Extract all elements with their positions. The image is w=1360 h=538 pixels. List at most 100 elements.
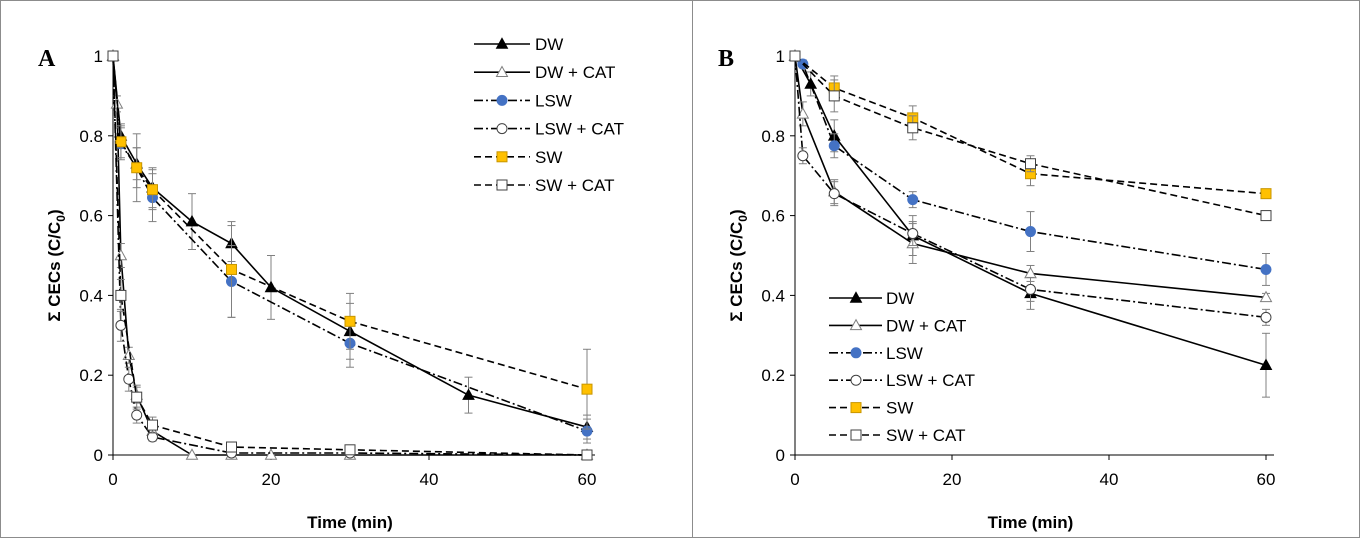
x-tick-label: 20 — [943, 470, 962, 489]
legend-label: SW + CAT — [886, 426, 966, 445]
panel-divider — [692, 0, 693, 538]
series-sw — [107, 50, 593, 430]
data-point — [462, 388, 475, 400]
series-lsw-cat — [107, 50, 593, 461]
data-point — [907, 228, 919, 240]
legend-label: SW + CAT — [535, 176, 615, 195]
y-axis-title-close: ) — [727, 209, 746, 215]
data-point — [804, 77, 818, 89]
series-line — [112, 55, 588, 428]
legend: DW DW + CAT LSW LSW + CAT SW SW + CAT — [474, 35, 624, 195]
data-point — [1259, 290, 1273, 303]
data-point — [1259, 358, 1273, 370]
series-dw-cat — [106, 49, 594, 460]
y-axis-title-close: ) — [45, 209, 64, 215]
data-point — [1260, 311, 1272, 323]
series-line — [112, 55, 588, 432]
x-tick-label: 60 — [1257, 470, 1276, 489]
series-dw — [106, 49, 594, 440]
y-tick-label: 0.6 — [79, 207, 103, 226]
y-tick-label: 0.2 — [761, 366, 785, 385]
y-tick-label: 0 — [776, 446, 785, 465]
chart-panel-b: B 0 0.2 0.4 0.6 0.8 1 0 20 40 60 Time (min) Σ CECs (… — [718, 46, 1275, 532]
y-tick-label: 0.2 — [79, 366, 103, 385]
x-tick-label: 40 — [1100, 470, 1119, 489]
legend-marker — [496, 123, 508, 135]
data-point — [344, 315, 356, 327]
data-point — [131, 409, 143, 421]
data-point — [797, 150, 809, 162]
legend-marker — [496, 179, 508, 191]
data-point — [131, 391, 143, 403]
series-line — [112, 55, 588, 456]
legend-label: DW — [886, 289, 914, 308]
data-point — [123, 373, 135, 385]
legend-label: LSW + CAT — [535, 120, 624, 139]
series-lsw-cat — [789, 50, 1272, 326]
series-line — [112, 55, 588, 456]
series-sw-cat — [789, 50, 1272, 222]
legend-label: LSW — [535, 91, 572, 110]
x-tick-label: 40 — [420, 470, 439, 489]
legend-label: DW + CAT — [535, 63, 615, 82]
y-tick-label: 0.4 — [761, 286, 785, 305]
y-tick-label: 0.8 — [79, 127, 103, 146]
x-tick-label: 0 — [790, 470, 799, 489]
legend-label: SW — [535, 148, 562, 167]
data-point — [907, 194, 919, 206]
y-tick-label: 1 — [94, 47, 103, 66]
data-point — [185, 214, 199, 227]
legend-marker — [496, 94, 508, 106]
legend-label: LSW — [886, 344, 923, 363]
data-point — [1260, 263, 1272, 275]
panel-label: A — [38, 46, 56, 72]
x-axis-title: Time (min) — [988, 513, 1074, 532]
series-line — [794, 55, 1267, 217]
y-tick-label: 0.8 — [761, 127, 785, 146]
series-line — [794, 55, 1267, 319]
legend-label: DW + CAT — [886, 316, 966, 335]
data-point — [828, 188, 840, 200]
y-tick-label: 0.6 — [761, 207, 785, 226]
data-point — [131, 162, 143, 174]
legend-marker — [495, 65, 509, 77]
series-sw-cat — [107, 50, 593, 461]
y-axis-title: Σ CECs (C/C0) — [727, 209, 750, 321]
series-line — [794, 55, 1267, 299]
legend-marker — [850, 347, 862, 359]
series-line — [794, 55, 1267, 366]
data-point — [907, 122, 919, 134]
data-point — [226, 441, 237, 453]
data-point — [147, 419, 158, 431]
x-axis-title: Time (min) — [307, 513, 393, 532]
data-point — [581, 449, 593, 461]
x-tick-label: 0 — [108, 470, 117, 489]
data-point — [828, 140, 840, 152]
data-point — [828, 90, 840, 102]
legend-label: SW — [886, 399, 913, 418]
legend-marker — [850, 429, 862, 441]
legend-label: DW — [535, 35, 563, 54]
data-point — [147, 184, 158, 196]
series-sw — [789, 50, 1272, 200]
legend: DW DW + CAT LSW LSW + CAT SW SW + CAT — [829, 289, 975, 445]
y-tick-label: 0 — [94, 446, 103, 465]
data-point — [1260, 210, 1272, 222]
data-point — [344, 444, 356, 456]
chart-panel-a: A 0 0.2 0.4 0.6 0.8 1 0 20 40 60 Time (min) Σ CECs (… — [38, 35, 624, 532]
data-point — [226, 263, 237, 275]
y-axis-title-subscript: 0 — [54, 215, 68, 222]
y-axis-title-main: Σ CECs (C/C — [45, 222, 64, 322]
y-tick-label: 0.4 — [79, 286, 103, 305]
data-point — [264, 448, 278, 460]
data-point — [1025, 283, 1036, 295]
data-point — [789, 50, 801, 62]
legend-marker — [495, 37, 509, 49]
data-point — [114, 248, 128, 261]
legend-marker — [849, 291, 863, 303]
data-point — [115, 136, 127, 148]
legend-marker — [496, 151, 508, 163]
series-line — [112, 55, 587, 456]
y-axis-title: Σ CECs (C/C0) — [45, 209, 68, 321]
